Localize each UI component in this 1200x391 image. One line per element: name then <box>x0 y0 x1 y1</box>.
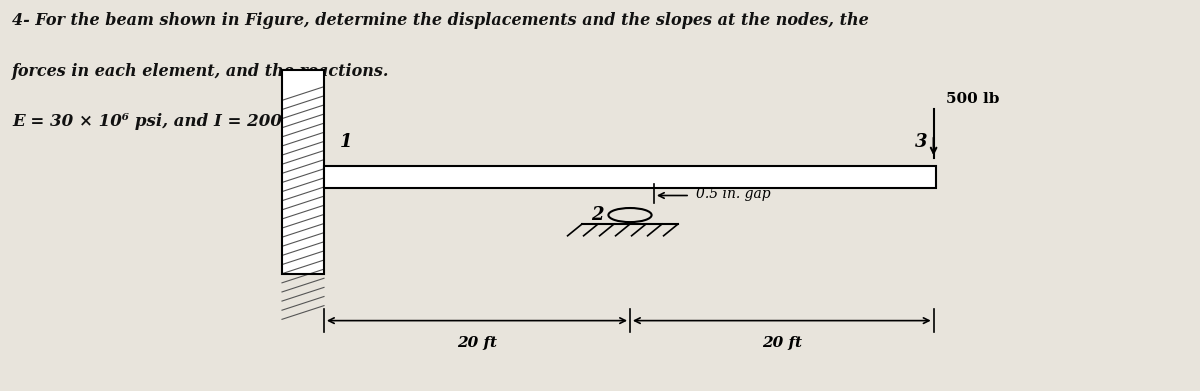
Text: 1: 1 <box>340 133 352 151</box>
Text: 2: 2 <box>592 206 604 224</box>
Text: E = 30 × 10⁶ psi, and I = 200 in⁴.: E = 30 × 10⁶ psi, and I = 200 in⁴. <box>12 113 319 130</box>
Polygon shape <box>282 70 324 274</box>
Text: 20 ft: 20 ft <box>762 336 802 350</box>
Text: forces in each element, and the reactions.: forces in each element, and the reaction… <box>12 63 390 79</box>
Polygon shape <box>324 166 936 188</box>
Text: 20 ft: 20 ft <box>457 336 497 350</box>
Text: 3: 3 <box>916 133 928 151</box>
Text: 500 lb: 500 lb <box>946 91 998 106</box>
Text: 0.5 in. gap: 0.5 in. gap <box>696 187 770 201</box>
Text: 4- For the beam shown in Figure, determine the displacements and the slopes at t: 4- For the beam shown in Figure, determi… <box>12 12 869 29</box>
